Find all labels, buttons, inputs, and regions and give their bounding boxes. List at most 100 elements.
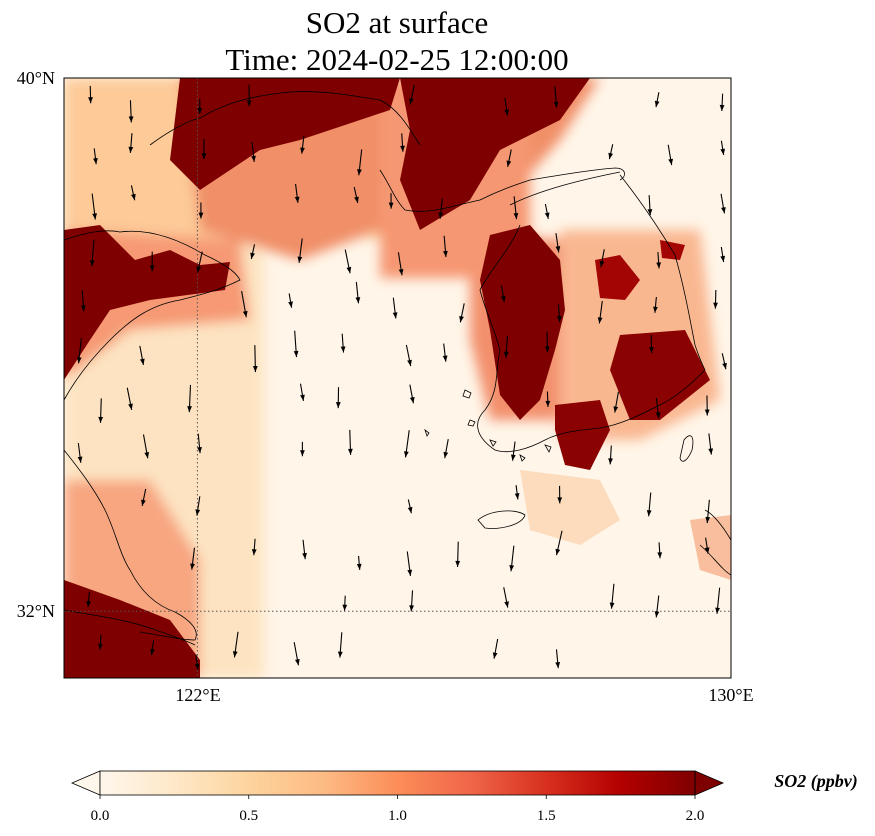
wind-arrow-head [197, 107, 203, 114]
wind-arrow-head [356, 563, 362, 570]
wind-arrow-head [514, 493, 520, 500]
wind-arrow-head [139, 358, 145, 365]
so2-plume-south-japan [690, 515, 731, 580]
coastline-korea-west [477, 224, 706, 453]
so2-hotspot-bohai [170, 78, 400, 190]
colorbar-tick-2: 1.0 [388, 808, 407, 824]
wind-arrow-head [443, 451, 449, 459]
wind-arrow-head [553, 101, 559, 108]
wind-arrow-head [76, 357, 82, 364]
lon-label-122: 122°E [175, 685, 220, 705]
wind-arrow-head [442, 355, 448, 362]
wind-arrow-head [510, 454, 516, 461]
wind-arrow-head [398, 268, 404, 276]
wind-arrow-head [705, 516, 711, 524]
wind-arrow-head [557, 497, 563, 504]
wind-arrow-head [80, 305, 86, 312]
so2-plume-southeast [520, 470, 620, 545]
wind-arrow-head [608, 152, 614, 160]
wind-arrow-head [342, 604, 348, 611]
wind-arrow-head [141, 499, 146, 506]
coastline-shandong [64, 230, 241, 401]
wind-arrow-head [300, 147, 305, 154]
colorbar-label: SO2 (ppbv) [774, 771, 858, 792]
map-panel [64, 78, 731, 678]
wind-arrow-head [201, 153, 207, 160]
wind-arrow-head [556, 315, 562, 323]
wind-arrow-head [251, 549, 257, 556]
wind-arrow-head [409, 605, 415, 612]
wind-arrow-head [232, 651, 238, 658]
wind-arrow-head [400, 145, 405, 152]
wind-arrow-head [500, 295, 506, 303]
wind-arrow-head [297, 256, 303, 263]
wind-arrow-head [509, 565, 515, 572]
wind-arrow-head [302, 552, 307, 560]
lat-label-32: 32°N [17, 601, 55, 621]
wind-arrow-head [77, 456, 83, 463]
wind-arrow-head [555, 662, 561, 669]
wind-arrow-head [647, 209, 653, 216]
wind-arrow-head [198, 212, 204, 219]
wind-arrow-head [194, 663, 200, 670]
wind-arrow-head [654, 100, 660, 108]
wind-arrow-head [704, 409, 710, 416]
wind-arrow-head [86, 601, 91, 608]
wind-arrow-head [89, 260, 95, 267]
wind-arrow-head [443, 250, 448, 258]
wind-arrow-head [150, 648, 155, 656]
coastline-korea-east [619, 174, 706, 371]
gridlines [64, 78, 731, 678]
kyushu-coast [699, 509, 731, 576]
wind-arrow-head [656, 262, 662, 269]
wind-arrow-head [613, 406, 619, 413]
so2-hotspot-seoul [480, 225, 565, 420]
wind-arrow-head [196, 266, 202, 273]
wind-arrow-head [149, 265, 155, 272]
wind-arrow-head [346, 266, 352, 274]
wind-arrow-head [503, 351, 509, 358]
wind-arrow-head [720, 148, 726, 155]
colorbar-gradient [100, 771, 695, 795]
wind-arrow-head [438, 212, 444, 219]
wind-arrow-head [128, 403, 133, 410]
wind-arrow-head [195, 509, 201, 516]
wind-vectors [76, 84, 727, 670]
coastline-yangtze [64, 609, 196, 646]
wind-arrow-head [407, 359, 412, 367]
wind-arrow-head [649, 347, 654, 354]
wind-arrow-head [657, 552, 663, 559]
wind-arrow-head [708, 448, 714, 455]
wind-arrow-head [544, 346, 550, 353]
wind-arrow-head [407, 506, 413, 514]
wind-arrow-head [300, 394, 305, 401]
wind-arrow-head [545, 400, 551, 407]
wind-arrow-head [347, 448, 353, 455]
wind-arrow-head [251, 155, 256, 162]
map-title-line1: SO2 at surface [306, 5, 489, 40]
wind-arrow-head [513, 212, 519, 220]
colorbar-tick-0: 0.0 [91, 808, 110, 824]
map-frame [63, 77, 732, 679]
wind-arrow-head [299, 450, 305, 457]
colorbar-tick-3: 1.5 [537, 808, 556, 824]
wind-arrow-head [354, 196, 359, 203]
tsushima-island [679, 435, 694, 462]
wind-arrow-head [715, 607, 720, 614]
wind-arrow-head [98, 416, 104, 423]
wind-arrow-head [340, 346, 346, 353]
coastline-liaodong [379, 167, 625, 212]
wind-arrow-head [668, 158, 674, 166]
wind-arrow-head [719, 104, 725, 111]
so2-field [64, 78, 731, 678]
wind-arrow-head [88, 97, 93, 104]
wind-arrow-head [555, 246, 561, 253]
wind-arrow-head [506, 160, 512, 167]
wind-arrow-head [459, 315, 464, 323]
wind-arrow-head [294, 196, 300, 203]
wind-arrow-head [409, 98, 414, 105]
wind-arrow-head [250, 252, 255, 260]
lon-label-130: 130°E [708, 685, 753, 705]
wind-arrow-head [609, 602, 615, 609]
wind-arrow-head [246, 100, 252, 107]
